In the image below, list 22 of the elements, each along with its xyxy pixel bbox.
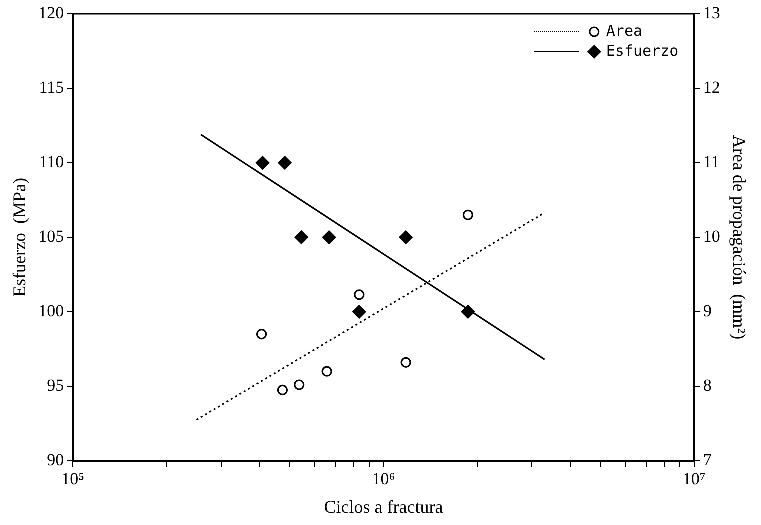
y2-tick-label: 10 xyxy=(703,226,720,246)
y2-tick-label: 8 xyxy=(703,376,712,395)
y-tick-label: 110 xyxy=(39,152,64,172)
x-tick-label: 10⁵ xyxy=(62,470,85,489)
x-tick-label: 10⁶ xyxy=(372,470,396,489)
y-axis-title: Esfuerzo (MPa) xyxy=(10,178,30,297)
y2-tick-label: 13 xyxy=(703,3,720,22)
legend-label: Area xyxy=(606,22,643,40)
y2-tick-label: 9 xyxy=(703,301,712,320)
y-tick-label: 105 xyxy=(38,226,64,246)
x-tick-label: 10⁷ xyxy=(682,470,706,489)
y-tick-label: 115 xyxy=(39,78,64,97)
x-axis-title: Ciclos a fractura xyxy=(324,496,444,517)
y-tick-label: 95 xyxy=(47,376,64,395)
y2-tick-label: 7 xyxy=(703,450,712,470)
y-tick-label: 120 xyxy=(38,3,64,22)
y2-tick-label: 11 xyxy=(703,152,720,172)
y2-tick-label: 12 xyxy=(703,78,720,97)
y-tick-label: 90 xyxy=(47,450,64,470)
y-tick-label: 100 xyxy=(38,301,64,320)
legend-label: Esfuerzo xyxy=(606,42,679,60)
y2-axis-title: Area de propagación (mm²) xyxy=(729,135,750,340)
